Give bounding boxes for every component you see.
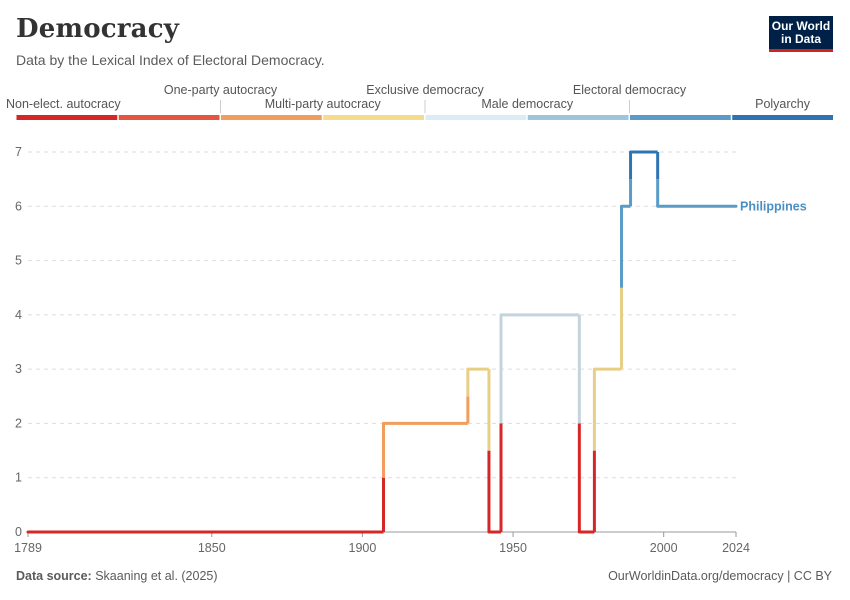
owid-logo[interactable]: Our World in Data xyxy=(769,16,833,52)
legend-swatch xyxy=(16,115,118,120)
legend-label: Multi-party autocracy xyxy=(265,97,382,111)
y-tick-label: 5 xyxy=(15,254,22,268)
y-tick-label: 3 xyxy=(15,362,22,376)
legend-label: Non-elect. autocracy xyxy=(6,97,121,111)
chart-title: Democracy xyxy=(16,14,180,44)
y-tick-label: 1 xyxy=(15,471,22,485)
legend-swatch xyxy=(630,115,731,120)
data-source-text: Skaaning et al. (2025) xyxy=(95,569,218,583)
chart-subtitle: Data by the Lexical Index of Electoral D… xyxy=(16,52,325,68)
x-tick-label: 1900 xyxy=(349,541,377,555)
legend-label: Polyarchy xyxy=(755,97,811,111)
legend-swatch xyxy=(425,115,527,120)
x-tick-label: 1789 xyxy=(14,541,42,555)
legend-swatch xyxy=(118,115,220,120)
y-tick-label: 7 xyxy=(15,145,22,159)
legend-label: Electoral democracy xyxy=(573,83,687,97)
series-label: Philippines xyxy=(740,199,807,213)
legend-label: Male democracy xyxy=(481,97,573,111)
data-source-label: Data source: xyxy=(16,569,92,583)
y-tick-label: 6 xyxy=(15,199,22,213)
legend-swatch xyxy=(323,115,424,120)
data-source: Data source: Skaaning et al. (2025) xyxy=(16,569,218,583)
x-tick-label: 1950 xyxy=(499,541,527,555)
legend-label: One-party autocracy xyxy=(164,83,278,97)
x-tick-label: 2024 xyxy=(722,541,750,555)
logo-line-1: Our World xyxy=(771,19,831,33)
x-tick-label: 1850 xyxy=(198,541,226,555)
legend-swatch xyxy=(527,115,629,120)
legend-label: Exclusive democracy xyxy=(366,83,484,97)
y-tick-label: 2 xyxy=(15,416,22,430)
source-url[interactable]: OurWorldinData.org/democracy | CC BY xyxy=(608,569,832,583)
legend-swatch xyxy=(732,115,833,120)
logo-line-2: in Data xyxy=(780,32,821,46)
x-tick-label: 2000 xyxy=(650,541,678,555)
legend-swatch xyxy=(221,115,322,120)
y-tick-label: 0 xyxy=(15,525,22,539)
y-tick-label: 4 xyxy=(15,308,22,322)
